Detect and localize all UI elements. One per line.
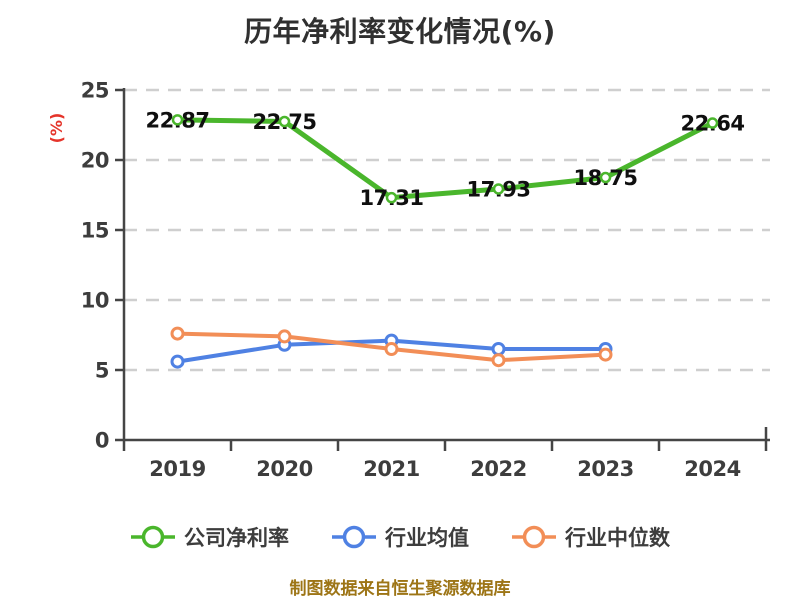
series-industry-median (170, 326, 613, 368)
data-point-company-net-margin (706, 117, 719, 129)
data-point-industry-mean (170, 354, 185, 369)
y-tick-label: 5 (95, 359, 109, 383)
data-point-industry-median (491, 353, 506, 368)
legend-item-company-net-margin: 公司净利率 (130, 522, 289, 552)
x-tick-label: 2023 (577, 457, 633, 481)
legend-marker-icon (512, 525, 556, 549)
chart-legend: 公司净利率 行业均值 行业中位数 (0, 522, 800, 552)
legend-marker-icon (332, 525, 376, 549)
data-point-company-net-margin (385, 191, 398, 204)
legend-marker-icon (131, 525, 175, 549)
legend-item-industry-median: 行业中位数 (511, 522, 670, 552)
series-company-net-margin: 22.8722.7517.3117.9318.7522.64 (146, 108, 745, 210)
x-tick-label: 2019 (149, 457, 205, 481)
data-point-industry-median (598, 347, 613, 362)
data-point-industry-median (277, 329, 292, 344)
x-tick-label: 2021 (363, 457, 419, 481)
legend-item-industry-mean: 行业均值 (331, 522, 469, 552)
data-point-industry-median (170, 326, 185, 341)
y-tick-label: 10 (81, 289, 109, 313)
data-point-industry-median (384, 342, 399, 356)
x-tick-label: 2020 (256, 457, 312, 481)
legend-label: 行业中位数 (565, 526, 670, 550)
legend-label: 公司净利率 (184, 526, 289, 550)
data-point-company-net-margin (492, 183, 505, 195)
data-source-note: 制图数据来自恒生聚源数据库 (289, 579, 511, 599)
data-point-company-net-margin (599, 171, 612, 184)
line-chart-plot: 0 5 10 15 20 25 2019 2020 2021 2022 2023 2024 (%) 22.… (47, 79, 770, 481)
data-point-company-net-margin (278, 115, 291, 128)
x-tick-label: 2022 (470, 457, 526, 481)
x-tick-label: 2024 (684, 457, 740, 481)
data-point-industry-mean (491, 342, 506, 356)
y-tick-label: 15 (81, 219, 109, 243)
y-tick-label: 25 (81, 79, 109, 103)
y-tick-label: 0 (95, 429, 109, 453)
legend-label: 行业均值 (385, 526, 469, 550)
y-tick-label: 20 (81, 149, 109, 173)
y-axis-title: (%) (47, 113, 66, 144)
data-point-company-net-margin (171, 114, 184, 126)
chart-title: 历年净利率变化情况(%) (244, 15, 556, 48)
series-line-company-net-margin (175, 117, 715, 201)
